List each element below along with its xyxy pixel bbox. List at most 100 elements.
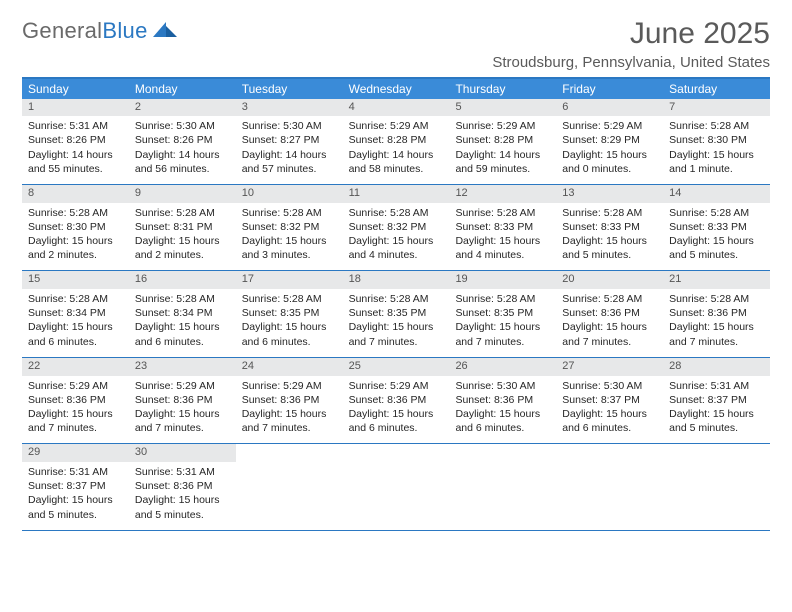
daylight-line: Daylight: 15 hours and 7 minutes. — [455, 320, 550, 348]
day-number: 1 — [22, 99, 129, 117]
sunset-line: Sunset: 8:36 PM — [349, 393, 444, 407]
day-cell: 4Sunrise: 5:29 AMSunset: 8:28 PMDaylight… — [343, 99, 450, 184]
day-number: 15 — [22, 271, 129, 289]
sunrise-line: Sunrise: 5:31 AM — [28, 119, 123, 133]
day-cell: 1Sunrise: 5:31 AMSunset: 8:26 PMDaylight… — [22, 99, 129, 184]
daylight-line: Daylight: 14 hours and 55 minutes. — [28, 148, 123, 176]
week-row: 1Sunrise: 5:31 AMSunset: 8:26 PMDaylight… — [22, 99, 770, 185]
day-cell: 29Sunrise: 5:31 AMSunset: 8:37 PMDayligh… — [22, 444, 129, 529]
sunrise-line: Sunrise: 5:28 AM — [242, 292, 337, 306]
day-body: Sunrise: 5:28 AMSunset: 8:34 PMDaylight:… — [129, 289, 236, 357]
sunset-line: Sunset: 8:35 PM — [455, 306, 550, 320]
sunrise-line: Sunrise: 5:29 AM — [28, 379, 123, 393]
sunrise-line: Sunrise: 5:30 AM — [455, 379, 550, 393]
sunrise-line: Sunrise: 5:28 AM — [349, 206, 444, 220]
day-body: Sunrise: 5:28 AMSunset: 8:33 PMDaylight:… — [556, 203, 663, 271]
sunrise-line: Sunrise: 5:28 AM — [455, 206, 550, 220]
sunset-line: Sunset: 8:35 PM — [349, 306, 444, 320]
weekday-header: Wednesday — [343, 79, 450, 99]
sunrise-line: Sunrise: 5:29 AM — [455, 119, 550, 133]
daylight-line: Daylight: 14 hours and 57 minutes. — [242, 148, 337, 176]
daylight-line: Daylight: 15 hours and 3 minutes. — [242, 234, 337, 262]
daylight-line: Daylight: 15 hours and 4 minutes. — [455, 234, 550, 262]
daylight-line: Daylight: 15 hours and 5 minutes. — [669, 407, 764, 435]
sunset-line: Sunset: 8:26 PM — [28, 133, 123, 147]
day-body: Sunrise: 5:28 AMSunset: 8:30 PMDaylight:… — [663, 116, 770, 184]
daylight-line: Daylight: 15 hours and 6 minutes. — [349, 407, 444, 435]
day-body: Sunrise: 5:31 AMSunset: 8:37 PMDaylight:… — [22, 462, 129, 530]
sunset-line: Sunset: 8:36 PM — [242, 393, 337, 407]
weekday-header-row: SundayMondayTuesdayWednesdayThursdayFrid… — [22, 79, 770, 99]
day-number: 23 — [129, 358, 236, 376]
sunset-line: Sunset: 8:27 PM — [242, 133, 337, 147]
day-body: Sunrise: 5:28 AMSunset: 8:35 PMDaylight:… — [449, 289, 556, 357]
day-number: 22 — [22, 358, 129, 376]
day-cell — [343, 444, 450, 529]
day-body: Sunrise: 5:28 AMSunset: 8:34 PMDaylight:… — [22, 289, 129, 357]
day-cell: 23Sunrise: 5:29 AMSunset: 8:36 PMDayligh… — [129, 358, 236, 443]
sunset-line: Sunset: 8:30 PM — [28, 220, 123, 234]
day-number: 21 — [663, 271, 770, 289]
day-body: Sunrise: 5:28 AMSunset: 8:32 PMDaylight:… — [236, 203, 343, 271]
week-row: 29Sunrise: 5:31 AMSunset: 8:37 PMDayligh… — [22, 444, 770, 530]
sunset-line: Sunset: 8:33 PM — [669, 220, 764, 234]
weekday-header: Sunday — [22, 79, 129, 99]
day-body: Sunrise: 5:31 AMSunset: 8:37 PMDaylight:… — [663, 376, 770, 444]
day-cell: 13Sunrise: 5:28 AMSunset: 8:33 PMDayligh… — [556, 185, 663, 270]
daylight-line: Daylight: 15 hours and 5 minutes. — [28, 493, 123, 521]
sunset-line: Sunset: 8:34 PM — [135, 306, 230, 320]
daylight-line: Daylight: 15 hours and 7 minutes. — [135, 407, 230, 435]
weekday-header: Thursday — [449, 79, 556, 99]
sunrise-line: Sunrise: 5:28 AM — [562, 206, 657, 220]
day-cell: 25Sunrise: 5:29 AMSunset: 8:36 PMDayligh… — [343, 358, 450, 443]
day-body: Sunrise: 5:31 AMSunset: 8:26 PMDaylight:… — [22, 116, 129, 184]
daylight-line: Daylight: 15 hours and 7 minutes. — [28, 407, 123, 435]
sunrise-line: Sunrise: 5:28 AM — [562, 292, 657, 306]
day-number: 10 — [236, 185, 343, 203]
day-number: 27 — [556, 358, 663, 376]
sunrise-line: Sunrise: 5:28 AM — [669, 206, 764, 220]
day-number: 2 — [129, 99, 236, 117]
sunrise-line: Sunrise: 5:28 AM — [135, 206, 230, 220]
day-cell: 9Sunrise: 5:28 AMSunset: 8:31 PMDaylight… — [129, 185, 236, 270]
day-body: Sunrise: 5:30 AMSunset: 8:26 PMDaylight:… — [129, 116, 236, 184]
day-number: 17 — [236, 271, 343, 289]
daylight-line: Daylight: 15 hours and 6 minutes. — [135, 320, 230, 348]
day-cell: 3Sunrise: 5:30 AMSunset: 8:27 PMDaylight… — [236, 99, 343, 184]
day-cell: 12Sunrise: 5:28 AMSunset: 8:33 PMDayligh… — [449, 185, 556, 270]
sunset-line: Sunset: 8:30 PM — [669, 133, 764, 147]
day-number: 19 — [449, 271, 556, 289]
day-body: Sunrise: 5:29 AMSunset: 8:28 PMDaylight:… — [449, 116, 556, 184]
day-number: 6 — [556, 99, 663, 117]
day-cell: 8Sunrise: 5:28 AMSunset: 8:30 PMDaylight… — [22, 185, 129, 270]
location: Stroudsburg, Pennsylvania, United States — [492, 54, 770, 71]
daylight-line: Daylight: 15 hours and 5 minutes. — [562, 234, 657, 262]
day-number: 29 — [22, 444, 129, 462]
day-number: 28 — [663, 358, 770, 376]
daylight-line: Daylight: 14 hours and 56 minutes. — [135, 148, 230, 176]
day-number: 20 — [556, 271, 663, 289]
weekday-header: Tuesday — [236, 79, 343, 99]
day-body: Sunrise: 5:30 AMSunset: 8:27 PMDaylight:… — [236, 116, 343, 184]
sunrise-line: Sunrise: 5:28 AM — [455, 292, 550, 306]
day-body: Sunrise: 5:28 AMSunset: 8:32 PMDaylight:… — [343, 203, 450, 271]
day-body: Sunrise: 5:29 AMSunset: 8:36 PMDaylight:… — [343, 376, 450, 444]
month-title: June 2025 — [492, 18, 770, 50]
sunset-line: Sunset: 8:36 PM — [135, 393, 230, 407]
daylight-line: Daylight: 14 hours and 58 minutes. — [349, 148, 444, 176]
day-body: Sunrise: 5:28 AMSunset: 8:31 PMDaylight:… — [129, 203, 236, 271]
weeks-container: 1Sunrise: 5:31 AMSunset: 8:26 PMDaylight… — [22, 99, 770, 531]
daylight-line: Daylight: 15 hours and 4 minutes. — [349, 234, 444, 262]
sunset-line: Sunset: 8:36 PM — [455, 393, 550, 407]
daylight-line: Daylight: 15 hours and 7 minutes. — [349, 320, 444, 348]
sunset-line: Sunset: 8:33 PM — [455, 220, 550, 234]
daylight-line: Daylight: 15 hours and 6 minutes. — [28, 320, 123, 348]
logo-mark-icon — [152, 18, 178, 44]
day-cell: 22Sunrise: 5:29 AMSunset: 8:36 PMDayligh… — [22, 358, 129, 443]
day-number: 7 — [663, 99, 770, 117]
sunrise-line: Sunrise: 5:30 AM — [242, 119, 337, 133]
sunrise-line: Sunrise: 5:29 AM — [349, 119, 444, 133]
sunrise-line: Sunrise: 5:29 AM — [242, 379, 337, 393]
sunset-line: Sunset: 8:36 PM — [562, 306, 657, 320]
day-cell: 17Sunrise: 5:28 AMSunset: 8:35 PMDayligh… — [236, 271, 343, 356]
